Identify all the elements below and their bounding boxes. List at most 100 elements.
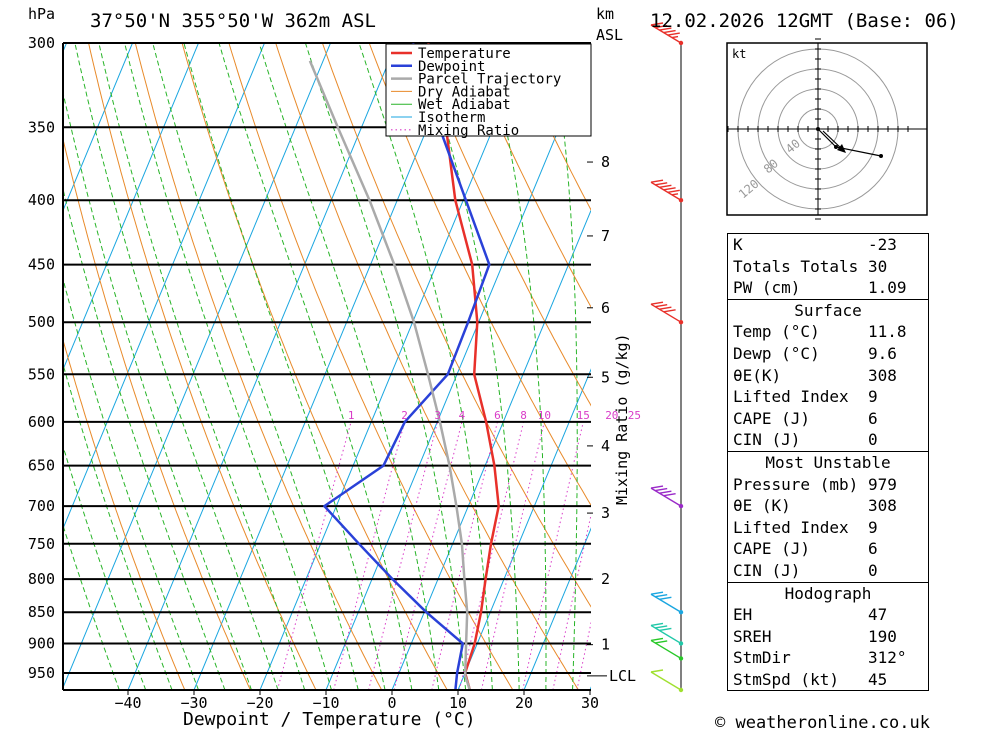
pressure-tick-label: 300 bbox=[28, 34, 55, 52]
hodograph-point bbox=[834, 145, 838, 149]
hpa-label: hPa bbox=[28, 5, 55, 23]
km-tick-label: 7 bbox=[601, 227, 610, 245]
km-tick-label: 6 bbox=[601, 299, 610, 317]
dry-adiabat-line bbox=[275, 43, 579, 690]
background-lines bbox=[63, 25, 1000, 691]
hodo-row: SREH 190 bbox=[733, 626, 897, 646]
mixing-ratio-line bbox=[522, 421, 584, 690]
dry-adiabat-line bbox=[63, 338, 186, 690]
isotherm-line bbox=[127, 43, 398, 690]
legend-entry: Dewpoint bbox=[418, 59, 485, 75]
km-tick-label: 4 bbox=[601, 437, 610, 455]
wind-barb-flag bbox=[655, 304, 668, 308]
dry-adiabat-line bbox=[508, 43, 591, 211]
legend-box bbox=[385, 43, 592, 137]
legend-entry: Dry Adiabat bbox=[418, 84, 511, 100]
wind-barb-flag bbox=[659, 306, 672, 310]
mixing-ratio-line bbox=[480, 421, 545, 690]
dry-adiabat-line bbox=[368, 43, 591, 507]
wet-adiabat-line bbox=[551, 43, 578, 690]
index-row-totals: Totals Totals 30 bbox=[733, 256, 888, 276]
x-tick-label: −40 bbox=[114, 694, 141, 712]
wind-barb-flag bbox=[659, 490, 672, 494]
wind-barb bbox=[650, 591, 684, 615]
mixing-ratio-line bbox=[431, 421, 498, 690]
wind-barb-flag bbox=[663, 29, 676, 34]
wind-barb-flag bbox=[655, 594, 668, 598]
hodograph-unit-label: kt bbox=[732, 47, 746, 61]
km-tick-label: 2 bbox=[601, 570, 610, 588]
pressure-tick-label: 450 bbox=[28, 256, 55, 274]
pressure-tick-label: 550 bbox=[28, 365, 55, 383]
pressure-tick-label: 800 bbox=[28, 570, 55, 588]
parcel-trajectory-line bbox=[308, 60, 472, 690]
wind-barb-flag bbox=[659, 184, 672, 188]
mu-row: CIN (J) 0 bbox=[733, 560, 878, 580]
legend-entry: Mixing Ratio bbox=[418, 123, 519, 139]
isotherm-line bbox=[63, 43, 134, 212]
dry-adiabat-line bbox=[965, 25, 1000, 691]
wind-barb-flag bbox=[650, 22, 664, 26]
mixing-ratio-line bbox=[276, 421, 352, 690]
dry-adiabat-line bbox=[462, 43, 591, 309]
wet-adiabat-line bbox=[63, 277, 199, 690]
dry-adiabat-line bbox=[321, 43, 591, 608]
wet-adiabat-line bbox=[63, 444, 147, 690]
wind-barb-flag bbox=[659, 627, 672, 632]
wind-barb-half bbox=[671, 35, 679, 39]
mixing-ratio-label: 2 bbox=[401, 409, 408, 422]
hodo-row: StmDir 312° bbox=[733, 648, 907, 668]
wind-barb bbox=[650, 622, 684, 646]
x-tick-label: −20 bbox=[246, 694, 273, 712]
dry-adiabat-line bbox=[415, 43, 591, 407]
hodograph-point bbox=[879, 154, 883, 158]
wet-adiabat-line bbox=[63, 362, 173, 690]
km-tick-label: 1 bbox=[601, 636, 610, 654]
dry-adiabat-line bbox=[134, 43, 383, 690]
mixing-ratio-line bbox=[368, 421, 439, 690]
hodograph-point bbox=[816, 127, 820, 131]
mixing-ratio-label: 1 bbox=[348, 409, 355, 422]
wet-adiabat-line bbox=[626, 25, 664, 691]
surface-row: CIN (J) 0 bbox=[733, 430, 878, 450]
indices-panel: K -23 Totals Totals 30 PW (cm) 1.09 Surface… bbox=[727, 233, 929, 692]
surface-row: CAPE (J) 6 bbox=[733, 408, 878, 428]
wind-barb bbox=[650, 301, 684, 325]
x-tick-label: 0 bbox=[387, 694, 396, 712]
wind-barb-flag bbox=[659, 27, 672, 31]
index-row-k: K -23 bbox=[733, 235, 897, 254]
surface-row: Temp (°C) 11.8 bbox=[733, 322, 907, 342]
x-axis-label: Dewpoint / Temperature (°C) bbox=[183, 709, 476, 730]
legend-entry: Isotherm bbox=[418, 110, 485, 126]
surface-row: Lifted Index 9 bbox=[733, 387, 878, 407]
wind-barb-flag bbox=[655, 487, 668, 492]
wet-adiabat-line bbox=[218, 43, 413, 690]
wind-barb-flag bbox=[667, 189, 680, 194]
mixing-ratio-label: 15 bbox=[577, 409, 590, 422]
wind-barb-flag bbox=[650, 485, 664, 489]
pressure-tick-label: 700 bbox=[28, 497, 55, 515]
x-tick-label: 30 bbox=[581, 694, 599, 712]
wind-barb bbox=[650, 179, 684, 203]
wind-barb-flag bbox=[655, 24, 668, 29]
mu-row: θE (K) 308 bbox=[733, 496, 897, 516]
profile-lines bbox=[308, 43, 500, 690]
mixing-ratio-label: 3 bbox=[434, 409, 441, 422]
km-tick-label: 5 bbox=[601, 368, 610, 386]
wind-barb-flag bbox=[663, 187, 676, 191]
wind-barb bbox=[650, 669, 684, 693]
wind-barb-flag bbox=[650, 637, 664, 642]
wind-barb-flag bbox=[650, 591, 664, 595]
mixing-ratio-line bbox=[458, 421, 525, 690]
legend-entry: Temperature bbox=[418, 46, 511, 62]
wind-barb bbox=[650, 637, 684, 661]
wet-adiabat-line bbox=[63, 90, 252, 690]
surface-title: Surface bbox=[794, 300, 862, 320]
pressure-tick-label: 750 bbox=[28, 535, 55, 553]
wind-barb-flag bbox=[663, 492, 676, 497]
wet-adiabat-line bbox=[183, 43, 386, 690]
wet-adiabat-line bbox=[63, 523, 120, 690]
wind-barb-flag bbox=[655, 182, 668, 186]
hodograph-title: Hodograph bbox=[784, 583, 872, 603]
